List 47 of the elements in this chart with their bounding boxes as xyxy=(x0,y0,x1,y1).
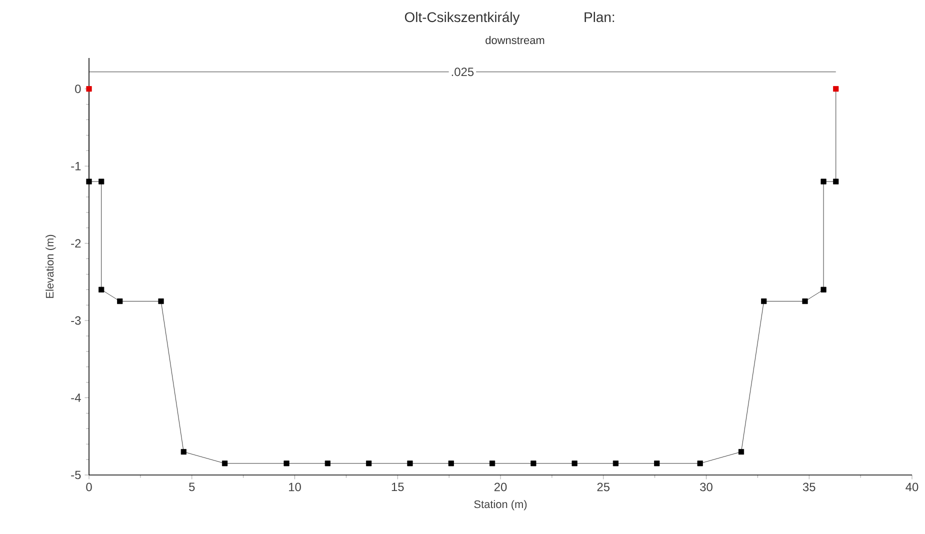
point xyxy=(407,460,413,466)
point xyxy=(180,449,186,455)
y-axis-title: Elevation (m) xyxy=(46,234,56,298)
y-tick-label: -2 xyxy=(71,239,81,248)
chart-title: Olt-Csikszentkirály xyxy=(404,12,520,25)
x-tick-label: 30 xyxy=(700,482,712,492)
point xyxy=(530,460,536,466)
point xyxy=(366,460,372,466)
point xyxy=(833,86,839,92)
point xyxy=(738,449,744,455)
point xyxy=(820,178,826,184)
x-tick-label: 20 xyxy=(494,482,507,492)
y-tick-label: -1 xyxy=(71,162,81,170)
point xyxy=(802,298,808,304)
point xyxy=(98,178,104,184)
x-tick-label: 25 xyxy=(597,482,610,492)
point xyxy=(833,178,839,184)
point xyxy=(489,460,496,466)
y-tick-label: -5 xyxy=(71,470,81,480)
point xyxy=(158,298,164,304)
point xyxy=(86,178,92,184)
x-axis-title: Station (m) xyxy=(474,500,527,510)
x-tick-label: 40 xyxy=(906,482,918,492)
y-tick-label: -4 xyxy=(71,394,81,402)
y-tick-label: 0 xyxy=(75,84,81,94)
point xyxy=(820,286,826,292)
chart-subtitle: downstream xyxy=(486,36,544,44)
point xyxy=(324,460,330,466)
x-tick-label: 5 xyxy=(189,482,195,492)
point xyxy=(761,298,767,304)
point xyxy=(612,460,619,466)
point xyxy=(86,86,92,92)
annotation: .025 xyxy=(452,68,474,76)
point xyxy=(572,460,578,466)
point xyxy=(98,286,104,292)
point xyxy=(448,460,454,466)
y-tick-label: -3 xyxy=(71,316,81,325)
point xyxy=(222,460,228,466)
point xyxy=(697,460,703,466)
x-tick-label: 35 xyxy=(802,482,816,492)
point xyxy=(654,460,660,466)
point xyxy=(117,298,123,304)
x-tick-label: 10 xyxy=(289,482,301,492)
text: Plan: xyxy=(584,12,614,22)
x-tick-label: 15 xyxy=(392,482,404,492)
point xyxy=(284,460,290,466)
x-tick-label: 0 xyxy=(86,482,92,492)
